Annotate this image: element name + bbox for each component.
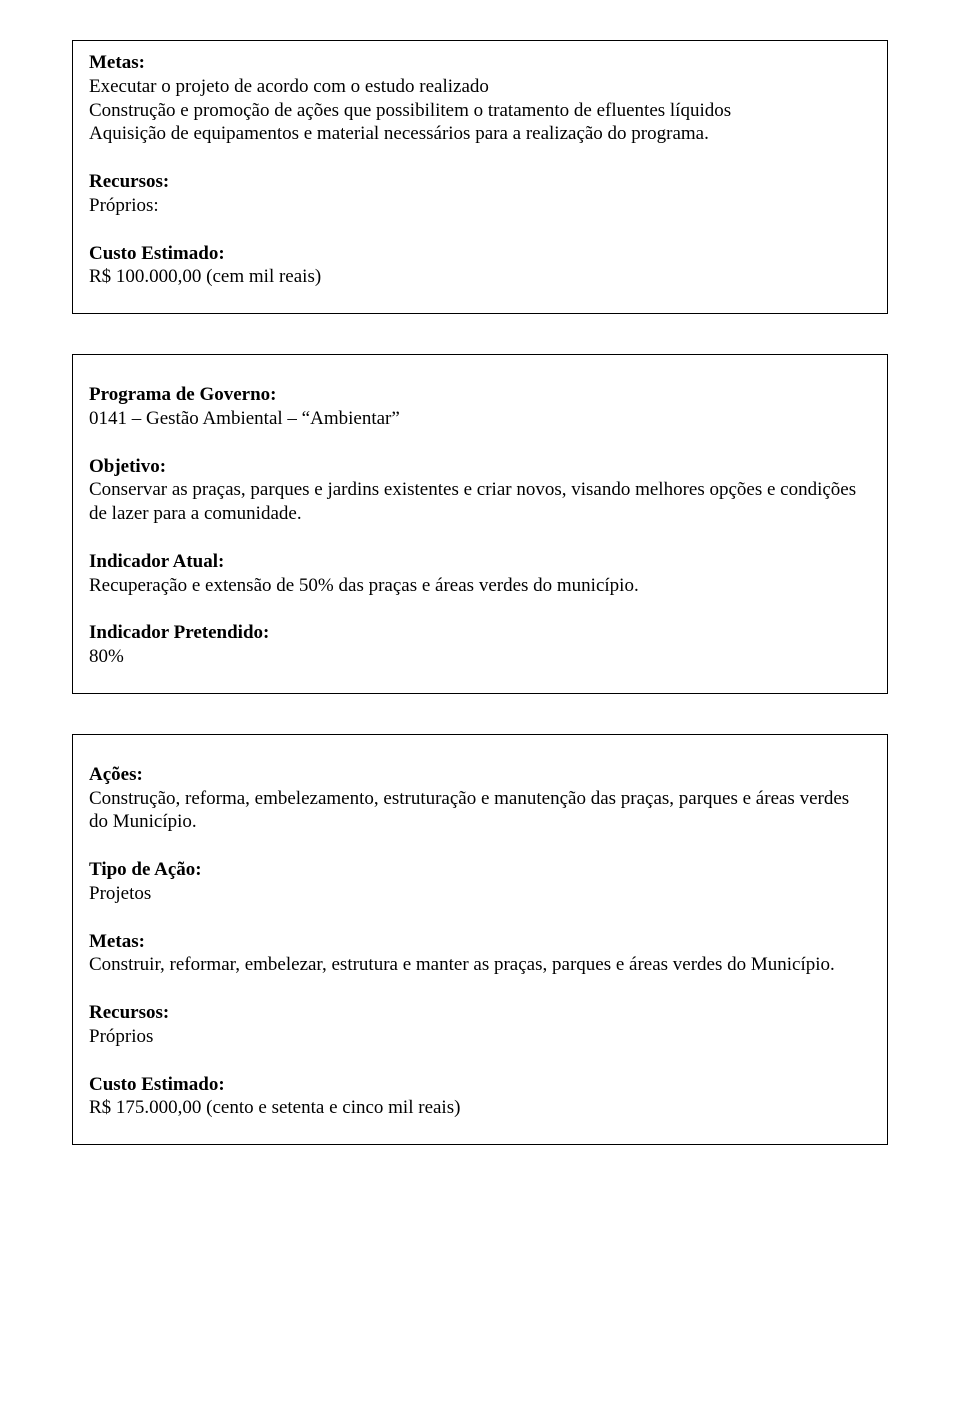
programa-label: Programa de Governo: — [89, 383, 871, 407]
custo-label-3: Custo Estimado: — [89, 1073, 871, 1097]
programa-quote-close: ” — [391, 408, 399, 429]
custo-label: Custo Estimado: — [89, 242, 871, 266]
metas-block-3: Metas: Construir, reformar, embelezar, e… — [89, 930, 871, 978]
section-box-3: Ações: Construção, reforma, embelezament… — [72, 734, 888, 1145]
indicador-pretendido-value: 80% — [89, 645, 871, 669]
section-box-1: Metas: Executar o projeto de acordo com … — [72, 40, 888, 314]
metas-line-3: Aquisição de equipamentos e material nec… — [89, 122, 871, 146]
acoes-block: Ações: Construção, reforma, embelezament… — [89, 763, 871, 834]
metas-line-1: Executar o projeto de acordo com o estud… — [89, 75, 871, 99]
recursos-label: Recursos: — [89, 170, 871, 194]
recursos-block-3: Recursos: Próprios — [89, 1001, 871, 1049]
metas-value-3: Construir, reformar, embelezar, estrutur… — [89, 953, 871, 977]
custo-value-3: R$ 175.000,00 (cento e setenta e cinco m… — [89, 1096, 871, 1120]
objetivo-block: Objetivo: Conservar as praças, parques e… — [89, 455, 871, 526]
metas-label-3: Metas: — [89, 930, 871, 954]
indicador-pretendido-block: Indicador Pretendido: 80% — [89, 621, 871, 669]
section-box-2: Programa de Governo: 0141 – Gestão Ambie… — [72, 354, 888, 694]
programa-sep1: – — [127, 408, 146, 429]
acoes-label: Ações: — [89, 763, 871, 787]
programa-block: Programa de Governo: 0141 – Gestão Ambie… — [89, 383, 871, 431]
custo-block: Custo Estimado: R$ 100.000,00 (cem mil r… — [89, 242, 871, 290]
programa-name: Gestão Ambiental — [146, 408, 283, 429]
indicador-atual-label: Indicador Atual: — [89, 550, 871, 574]
metas-line-2: Construção e promoção de ações que possi… — [89, 99, 871, 123]
tipo-label: Tipo de Ação: — [89, 858, 871, 882]
recursos-block: Recursos: Próprios: — [89, 170, 871, 218]
programa-quote-open: “ — [302, 408, 310, 429]
tipo-block: Tipo de Ação: Projetos — [89, 858, 871, 906]
indicador-pretendido-label: Indicador Pretendido: — [89, 621, 871, 645]
programa-value: 0141 – Gestão Ambiental – “Ambientar” — [89, 407, 871, 431]
tipo-value: Projetos — [89, 882, 871, 906]
programa-sub: Ambientar — [310, 408, 391, 429]
metas-label: Metas: — [89, 51, 871, 75]
acoes-value: Construção, reforma, embelezamento, estr… — [89, 787, 871, 835]
custo-value: R$ 100.000,00 (cem mil reais) — [89, 265, 871, 289]
programa-sep2: – — [283, 408, 302, 429]
recursos-value-3: Próprios — [89, 1025, 871, 1049]
recursos-value: Próprios: — [89, 194, 871, 218]
indicador-atual-value: Recuperação e extensão de 50% das praças… — [89, 574, 871, 598]
programa-code: 0141 — [89, 408, 127, 429]
indicador-atual-block: Indicador Atual: Recuperação e extensão … — [89, 550, 871, 598]
objetivo-label: Objetivo: — [89, 455, 871, 479]
objetivo-value: Conservar as praças, parques e jardins e… — [89, 478, 871, 526]
metas-block: Metas: Executar o projeto de acordo com … — [89, 51, 871, 146]
custo-block-3: Custo Estimado: R$ 175.000,00 (cento e s… — [89, 1073, 871, 1121]
recursos-label-3: Recursos: — [89, 1001, 871, 1025]
